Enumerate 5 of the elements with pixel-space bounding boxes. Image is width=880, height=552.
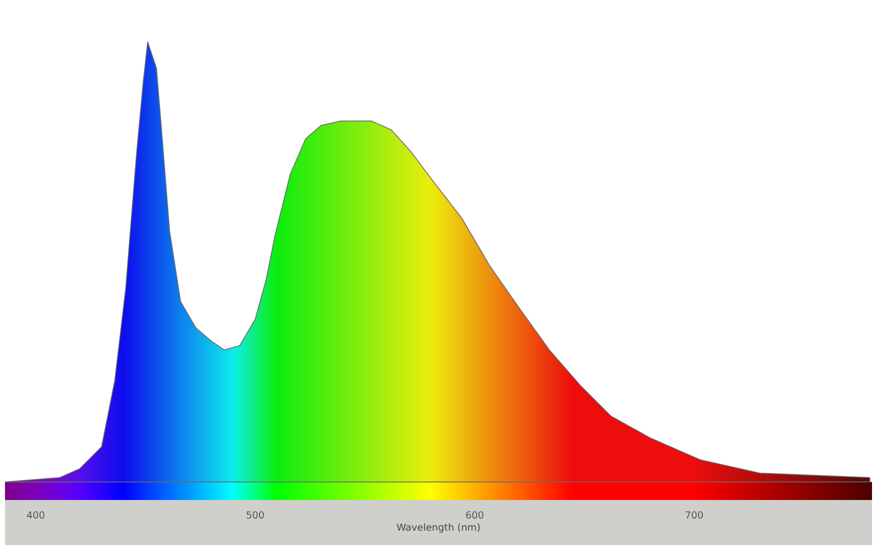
- x-tick-label: 600: [466, 511, 484, 519]
- x-axis-title: Wavelength (nm): [396, 523, 480, 533]
- x-tick-label: 400: [26, 511, 44, 519]
- x-tick-label: 500: [246, 511, 264, 519]
- x-tick-label: 700: [686, 511, 703, 519]
